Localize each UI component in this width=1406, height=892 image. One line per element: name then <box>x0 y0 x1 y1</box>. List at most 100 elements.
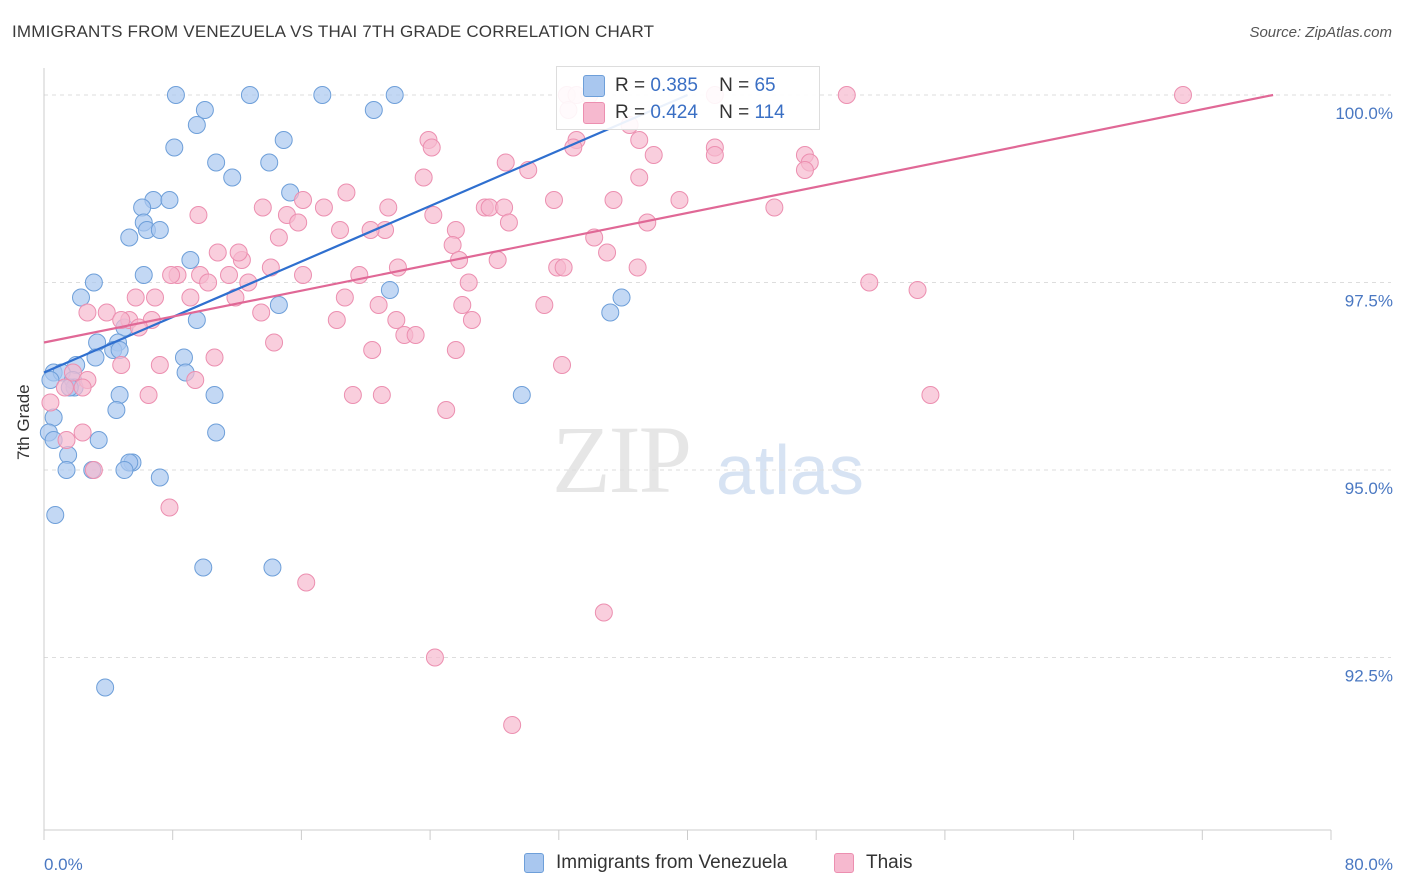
point-venezuela <box>110 341 129 359</box>
point-thais <box>41 393 60 412</box>
n-value: 114 <box>754 102 785 123</box>
point-venezuela <box>380 281 399 299</box>
point-venezuela <box>134 266 153 284</box>
point-thais <box>496 153 515 172</box>
point-thais <box>112 356 131 374</box>
point-thais <box>186 371 205 389</box>
point-thais <box>57 431 76 449</box>
point-thais <box>297 573 316 592</box>
x-tick-label: 0.0% <box>44 855 83 874</box>
point-thais <box>269 228 288 247</box>
point-venezuela <box>72 288 91 307</box>
point-venezuela <box>174 348 193 367</box>
point-venezuela <box>364 101 383 119</box>
y-tick-label: 97.5% <box>1345 292 1393 311</box>
r-value: 0.385 <box>650 75 698 96</box>
point-venezuela <box>107 401 126 419</box>
correlation-legend: R = 0.385 N = 65 R = 0.424 N = 114 <box>556 66 820 130</box>
point-thais <box>594 603 613 622</box>
point-thais <box>837 86 856 104</box>
trendline-venezuela <box>43 93 688 374</box>
point-thais <box>488 251 507 269</box>
point-thais <box>294 266 313 284</box>
point-venezuela <box>269 296 288 314</box>
legend-item-thais[interactable]: Thais <box>834 852 912 874</box>
point-venezuela <box>84 273 103 292</box>
point-thais <box>705 146 724 164</box>
point-thais <box>372 386 391 404</box>
series-legend: Immigrants from Venezuela Thais <box>0 852 1406 878</box>
point-thais <box>628 258 647 277</box>
n-value: 65 <box>754 75 776 96</box>
point-venezuela <box>120 228 139 247</box>
r-label: R = <box>615 102 646 123</box>
point-thais <box>459 273 478 292</box>
point-thais <box>78 303 97 322</box>
point-thais <box>446 341 465 359</box>
point-thais <box>289 213 308 232</box>
point-thais <box>765 198 784 217</box>
point-venezuela <box>385 86 404 104</box>
point-thais <box>644 146 663 164</box>
point-thais <box>252 303 271 322</box>
point-thais <box>73 378 92 397</box>
legend-label-venezuela: Immigrants from Venezuela <box>556 852 788 873</box>
point-thais <box>443 236 462 254</box>
point-venezuela <box>86 348 105 367</box>
point-thais <box>335 288 354 307</box>
point-thais <box>453 296 472 314</box>
point-thais <box>495 198 514 217</box>
point-thais <box>331 221 350 239</box>
point-venezuela <box>207 153 226 172</box>
legend-swatch-pink <box>834 853 854 873</box>
point-thais <box>908 281 927 299</box>
point-thais <box>253 198 272 217</box>
point-venezuela <box>110 386 129 404</box>
point-venezuela <box>274 131 293 149</box>
point-venezuela <box>512 386 531 404</box>
point-thais <box>73 423 92 442</box>
point-thais <box>406 326 425 344</box>
point-thais <box>84 461 103 479</box>
point-thais <box>55 378 74 397</box>
point-thais <box>630 131 649 149</box>
legend-label-thais: Thais <box>866 852 913 873</box>
point-thais <box>229 243 248 262</box>
point-thais <box>860 273 879 292</box>
point-venezuela <box>133 198 152 217</box>
point-thais <box>150 356 169 374</box>
point-venezuela <box>207 423 226 442</box>
point-thais <box>414 168 433 187</box>
watermark-zip: ZIP <box>552 406 692 513</box>
legend-item-venezuela[interactable]: Immigrants from Venezuela <box>524 852 787 874</box>
point-thais <box>1173 86 1192 104</box>
point-venezuela <box>166 86 185 104</box>
point-venezuela <box>187 311 206 329</box>
chart-title: IMMIGRANTS FROM VENEZUELA VS THAI 7TH GR… <box>12 22 655 41</box>
y-tick-label: 92.5% <box>1345 667 1393 686</box>
point-thais <box>921 386 940 404</box>
point-thais <box>208 243 227 262</box>
n-label: N = <box>719 75 750 96</box>
trendline-thais <box>43 93 1274 344</box>
point-venezuela <box>601 303 620 322</box>
point-thais <box>425 648 444 667</box>
point-thais <box>146 288 165 307</box>
point-thais <box>160 498 179 517</box>
point-thais <box>379 198 398 217</box>
n-label: N = <box>719 102 750 123</box>
point-thais <box>499 213 518 232</box>
point-thais <box>189 206 208 224</box>
source-label: Source: ZipAtlas.com <box>1249 24 1392 41</box>
point-venezuela <box>165 138 184 157</box>
point-thais <box>446 221 465 239</box>
point-thais <box>112 311 131 329</box>
point-thais <box>503 716 522 734</box>
point-venezuela <box>223 168 242 187</box>
point-thais <box>337 183 356 202</box>
point-thais <box>363 341 382 359</box>
point-thais <box>553 356 572 374</box>
point-venezuela <box>187 116 206 134</box>
point-thais <box>220 266 239 284</box>
